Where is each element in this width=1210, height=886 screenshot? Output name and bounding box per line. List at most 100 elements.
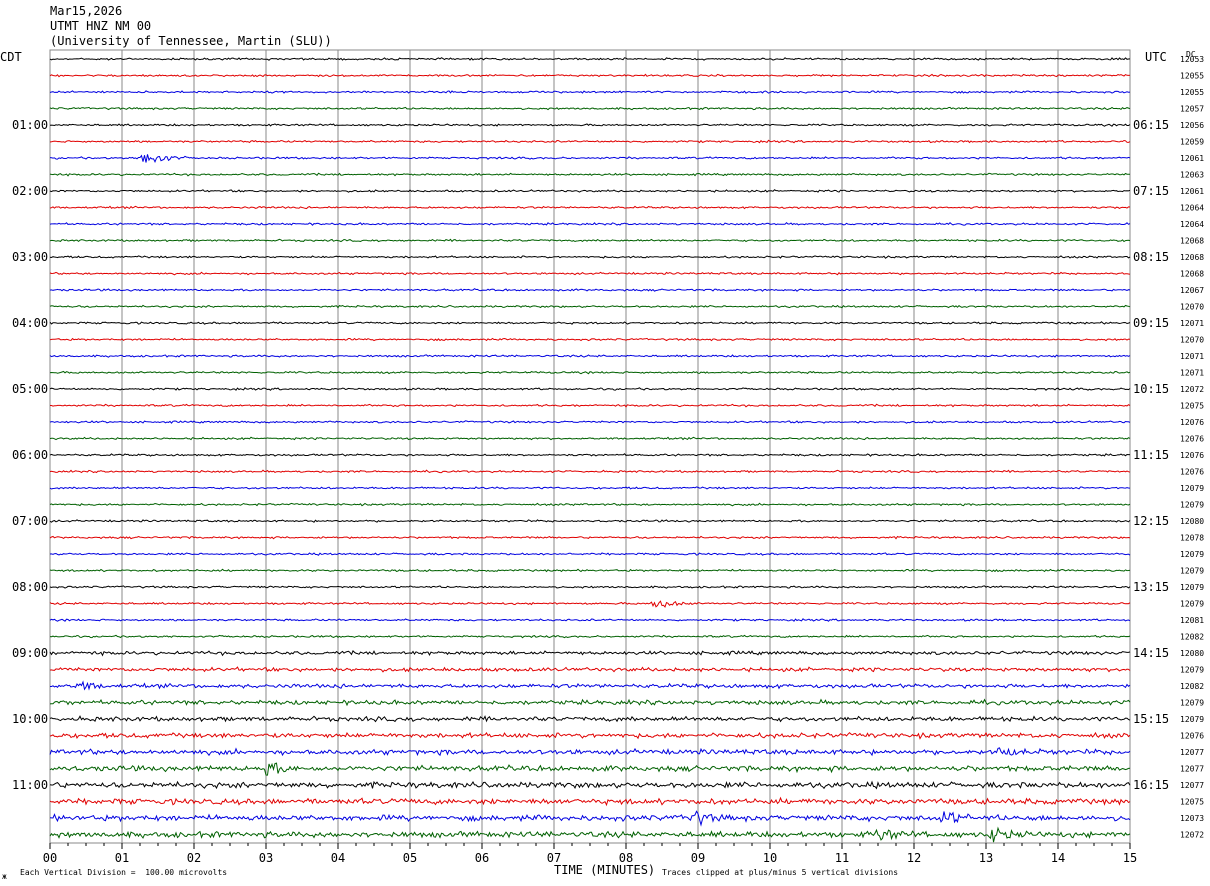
trace-line <box>49 304 1131 309</box>
clip-note: Traces clipped at plus/minus 5 vertical … <box>662 868 899 877</box>
dc-value-label: 12075 <box>1180 402 1204 411</box>
dc-value-label: 12079 <box>1180 550 1204 559</box>
dc-value-label: 12081 <box>1180 616 1204 625</box>
x-tick-label: 00 <box>43 851 57 865</box>
header-channel: UTMT HNZ NM 00 <box>50 19 152 33</box>
trace-line <box>49 568 1131 573</box>
x-tick-label: 05 <box>403 851 417 865</box>
dc-value-label: 12079 <box>1180 715 1204 724</box>
trace-line <box>49 238 1131 243</box>
trace-line <box>49 154 1131 164</box>
dc-value-label: 12059 <box>1180 138 1204 147</box>
header-station: (University of Tennessee, Martin (SLU)) <box>50 34 332 48</box>
trace-line <box>49 354 1131 358</box>
right-time-label: 15:15 <box>1133 712 1169 726</box>
trace-line <box>49 420 1131 424</box>
trace-line <box>49 731 1131 740</box>
dc-value-label: 12077 <box>1180 781 1204 790</box>
x-tick-label: 06 <box>475 851 489 865</box>
right-time-label: 07:15 <box>1133 184 1169 198</box>
trace-line <box>49 189 1131 193</box>
trace-line <box>49 780 1131 790</box>
x-tick-label: 10 <box>763 851 777 865</box>
trace-line <box>49 762 1131 776</box>
x-tick-label: 01 <box>115 851 129 865</box>
corner-mark: ж <box>2 872 7 881</box>
x-tick-label: 08 <box>619 851 633 865</box>
trace-line <box>49 535 1131 540</box>
trace-line <box>49 634 1131 639</box>
dc-label: DC <box>1186 50 1196 59</box>
left-time-label: 06:00 <box>12 448 48 462</box>
dc-value-label: 12077 <box>1180 748 1204 757</box>
left-time-label: 04:00 <box>12 316 48 330</box>
trace-line <box>49 698 1131 707</box>
x-tick-label: 13 <box>979 851 993 865</box>
right-time-label: 11:15 <box>1133 448 1169 462</box>
trace-line <box>49 123 1131 127</box>
dc-value-label: 12078 <box>1180 534 1204 543</box>
dc-value-label: 12077 <box>1180 765 1204 774</box>
trace-line <box>49 715 1131 723</box>
left-timezone-label: CDT <box>0 50 22 64</box>
x-tick-label: 12 <box>907 851 921 865</box>
dc-value-label: 12073 <box>1180 814 1204 823</box>
trace-line <box>49 205 1131 210</box>
trace-line <box>49 139 1131 144</box>
dc-value-label: 12075 <box>1180 798 1204 807</box>
dc-value-label: 12072 <box>1180 831 1204 840</box>
dc-value-label: 12082 <box>1180 682 1204 691</box>
x-tick-label: 11 <box>835 851 849 865</box>
left-time-label: 09:00 <box>12 646 48 660</box>
dc-value-label: 12076 <box>1180 435 1204 444</box>
dc-value-label: 12064 <box>1180 204 1204 213</box>
left-time-label: 02:00 <box>12 184 48 198</box>
dc-value-label: 12076 <box>1180 468 1204 477</box>
trace-line <box>49 666 1131 673</box>
trace-line <box>49 600 1131 608</box>
right-time-label: 14:15 <box>1133 646 1169 660</box>
x-tick-label: 02 <box>187 851 201 865</box>
dc-value-label: 12068 <box>1180 253 1204 262</box>
trace-line <box>49 222 1131 226</box>
scale-note: Each Vertical Division = 100.00 microvol… <box>20 868 228 877</box>
dc-value-label: 12068 <box>1180 237 1204 246</box>
dc-value-label: 12079 <box>1180 583 1204 592</box>
dc-value-label: 12055 <box>1180 88 1204 97</box>
dc-value-label: 12057 <box>1180 105 1204 114</box>
dc-value-label: 12053 <box>1180 55 1204 64</box>
dc-value-label: 12070 <box>1180 303 1204 312</box>
x-tick-label: 03 <box>259 851 273 865</box>
x-tick-label: 04 <box>331 851 345 865</box>
trace-line <box>49 106 1131 111</box>
trace-line <box>49 747 1131 757</box>
dc-value-label: 12063 <box>1180 171 1204 180</box>
right-time-label: 13:15 <box>1133 580 1169 594</box>
dc-value-label: 12056 <box>1180 121 1204 130</box>
trace-line <box>49 796 1131 807</box>
trace-line <box>49 826 1131 843</box>
left-time-label: 11:00 <box>12 778 48 792</box>
x-tick-label: 15 <box>1123 851 1137 865</box>
right-time-label: 12:15 <box>1133 514 1169 528</box>
dc-value-label: 12055 <box>1180 72 1204 81</box>
trace-line <box>49 519 1131 523</box>
dc-value-label: 12072 <box>1180 385 1204 394</box>
dc-value-label: 12071 <box>1180 369 1204 378</box>
trace-line <box>49 502 1131 507</box>
dc-value-label: 12076 <box>1180 451 1204 460</box>
trace-line <box>49 585 1131 589</box>
trace-line <box>50 403 1131 408</box>
header-date: Mar15,2026 <box>50 4 123 18</box>
right-timezone-label: UTC <box>1145 50 1167 64</box>
dc-value-label: 12064 <box>1180 220 1204 229</box>
trace-line <box>49 57 1131 61</box>
trace-line <box>49 469 1131 474</box>
trace-line <box>49 370 1131 375</box>
right-time-label: 08:15 <box>1133 250 1169 264</box>
trace-line <box>49 172 1131 177</box>
left-time-label: 10:00 <box>12 712 48 726</box>
trace-line <box>49 486 1131 490</box>
left-time-label: 05:00 <box>12 382 48 396</box>
trace-line <box>49 73 1131 78</box>
